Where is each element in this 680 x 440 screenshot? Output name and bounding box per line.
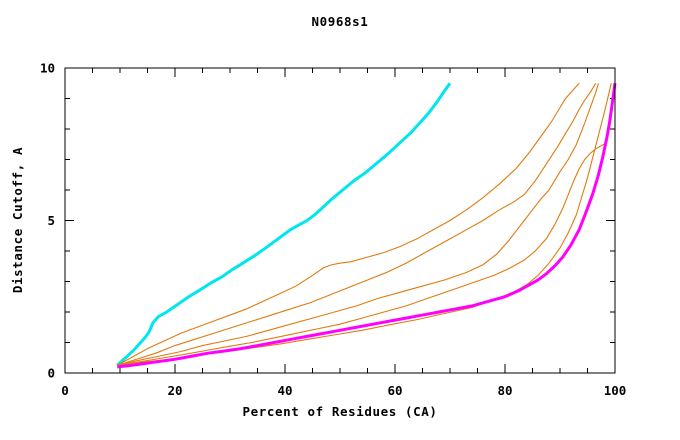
x-tick-label-0: 0 [61, 383, 69, 398]
axis-tick-labels: 0 20 40 60 80 100 0 5 10 [40, 61, 626, 399]
x-tick-label-80: 80 [497, 383, 512, 398]
plot-frame [64, 67, 616, 374]
series-orange-model-2 [117, 82, 597, 366]
x-tick-label-20: 20 [167, 383, 182, 398]
x-tick-label-40: 40 [277, 383, 292, 398]
series-cyan-model [116, 82, 452, 367]
series-magenta-model [117, 83, 617, 369]
x-tick-label-100: 100 [604, 383, 627, 398]
x-axis-label: Percent of Residues (CA) [242, 404, 437, 419]
y-tick-label-10: 10 [40, 61, 55, 76]
axis-ticks [64, 67, 616, 374]
y-axis-label: Distance Cutoff, A [10, 147, 25, 293]
y-tick-label-0: 0 [47, 366, 55, 381]
chart-title: N0968s1 [312, 14, 369, 29]
series-orange-model-4 [117, 143, 606, 366]
series-orange-model-3 [117, 83, 600, 366]
series-orange-model-1 [116, 82, 580, 366]
y-tick-label-5: 5 [47, 213, 55, 228]
x-tick-label-60: 60 [387, 383, 402, 398]
data-series-layer [116, 82, 617, 369]
